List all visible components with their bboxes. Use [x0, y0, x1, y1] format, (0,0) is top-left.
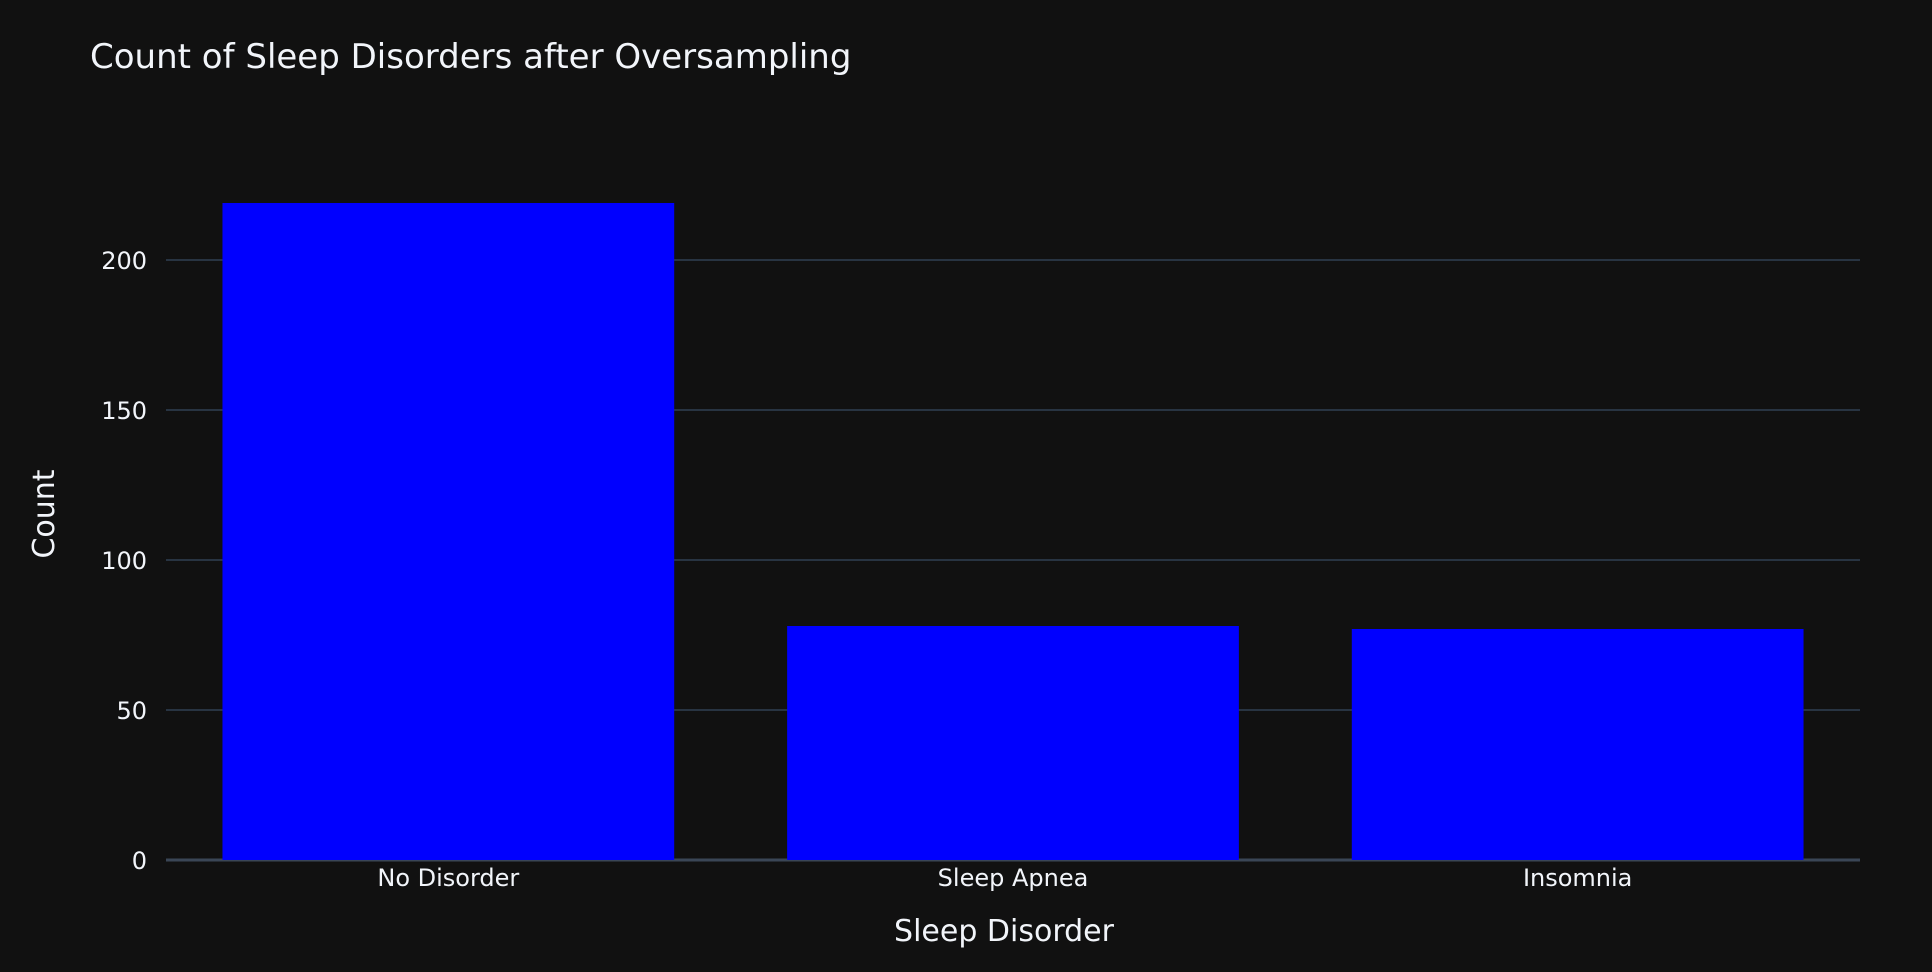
x-tick-label: Insomnia [1523, 864, 1632, 892]
x-axis-title: Sleep Disorder [894, 914, 1115, 949]
y-axis-ticks: 0 50 100 150 200 [101, 247, 147, 875]
bars [222, 203, 1804, 860]
y-tick-label: 150 [101, 397, 147, 425]
x-axis-ticks: No Disorder Sleep Apnea Insomnia [377, 864, 1632, 892]
y-tick-label: 50 [116, 697, 147, 725]
bar-no-disorder[interactable] [222, 203, 675, 860]
y-tick-label: 0 [132, 847, 147, 875]
y-tick-label: 100 [101, 547, 147, 575]
x-tick-label: No Disorder [377, 864, 519, 892]
y-tick-label: 200 [101, 247, 147, 275]
bar-insomnia[interactable] [1351, 629, 1804, 860]
bar-sleep-apnea[interactable] [787, 626, 1239, 860]
chart-title: Count of Sleep Disorders after Oversampl… [90, 37, 851, 77]
y-axis-title: Count [27, 469, 62, 558]
x-tick-label: Sleep Apnea [938, 864, 1089, 892]
